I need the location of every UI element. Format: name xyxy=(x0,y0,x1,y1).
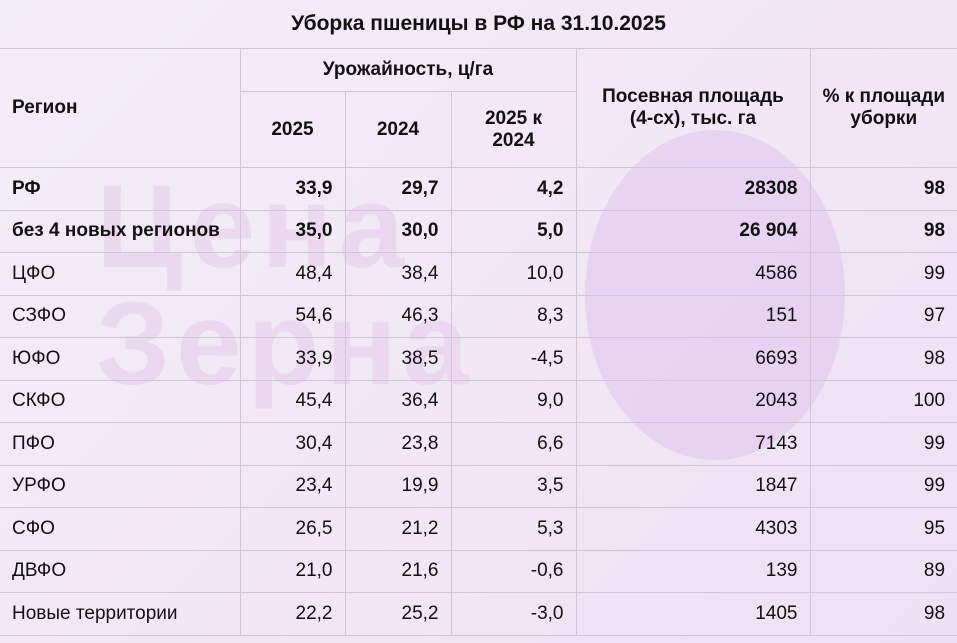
cell-yield-2025: 22,2 xyxy=(239,592,346,636)
cell-area: 4303 xyxy=(575,507,811,551)
cell-yield-diff: 9,0 xyxy=(450,379,577,423)
cell-pct: 97 xyxy=(809,294,957,338)
table-row: СКФО 45,4 36,4 9,0 2043 100 xyxy=(0,379,957,423)
cell-yield-2024: 19,9 xyxy=(344,464,452,508)
cell-region: СЗФО xyxy=(0,294,241,338)
table-row: ДВФО 21,0 21,6 -0,6 139 89 xyxy=(0,549,957,593)
cell-yield-diff: 8,3 xyxy=(450,294,577,338)
cell-area: 1405 xyxy=(575,592,811,636)
cell-area: 4586 xyxy=(575,252,811,296)
cell-yield-2024: 25,2 xyxy=(344,592,452,636)
table-row: ЮФО 33,9 38,5 -4,5 6693 98 xyxy=(0,337,957,381)
cell-area: 26 904 xyxy=(575,209,811,253)
header-region: Регион xyxy=(0,48,241,168)
cell-yield-2024: 30,0 xyxy=(344,209,452,253)
cell-yield-2024: 38,5 xyxy=(344,337,452,381)
cell-pct: 95 xyxy=(809,507,957,551)
cell-yield-2025: 35,0 xyxy=(239,209,346,253)
cell-area: 1847 xyxy=(575,464,811,508)
cell-pct: 99 xyxy=(809,464,957,508)
cell-region: РФ xyxy=(0,167,241,211)
cell-area: 28308 xyxy=(575,167,811,211)
cell-yield-2024: 46,3 xyxy=(344,294,452,338)
cell-yield-2025: 30,4 xyxy=(239,422,346,466)
cell-yield-diff: -3,0 xyxy=(450,592,577,636)
cell-region: ЮФО xyxy=(0,337,241,381)
cell-region: ДВФО xyxy=(0,549,241,593)
cell-region: Новые территории xyxy=(0,592,241,636)
cell-yield-diff: 10,0 xyxy=(450,252,577,296)
header-area: Посевная площадь (4-сх), тыс. га xyxy=(575,48,811,168)
header-2025: 2025 xyxy=(240,91,346,168)
cell-region: СФО xyxy=(0,507,241,551)
cell-yield-2025: 48,4 xyxy=(239,252,346,296)
cell-pct: 89 xyxy=(809,549,957,593)
cell-yield-2025: 23,4 xyxy=(239,464,346,508)
cell-yield-diff: -4,5 xyxy=(450,337,577,381)
header-2024: 2024 xyxy=(344,91,452,168)
cell-pct: 99 xyxy=(809,422,957,466)
cell-area: 139 xyxy=(575,549,811,593)
cell-yield-diff: 5,3 xyxy=(450,507,577,551)
cell-yield-2025: 26,5 xyxy=(239,507,346,551)
cell-pct: 98 xyxy=(809,167,957,211)
cell-region: СКФО xyxy=(0,379,241,423)
cell-yield-diff: -0,6 xyxy=(450,549,577,593)
cell-pct: 99 xyxy=(809,252,957,296)
table-row: без 4 новых регионов 35,0 30,0 5,0 26 904 98 xyxy=(0,209,957,253)
table-title: Уборка пшеницы в РФ на 31.10.2025 xyxy=(0,0,957,49)
cell-yield-2024: 29,7 xyxy=(344,167,452,211)
cell-region: ЦФО xyxy=(0,252,241,296)
cell-yield-diff: 6,6 xyxy=(450,422,577,466)
cell-area: 6693 xyxy=(575,337,811,381)
cell-yield-2024: 21,2 xyxy=(344,507,452,551)
cell-yield-diff: 5,0 xyxy=(450,209,577,253)
cell-pct: 98 xyxy=(809,209,957,253)
cell-yield-2025: 33,9 xyxy=(239,337,346,381)
table-row: Новые территории 22,2 25,2 -3,0 1405 98 xyxy=(0,592,957,636)
cell-area: 151 xyxy=(575,294,811,338)
table-row: СЗФО 54,6 46,3 8,3 151 97 xyxy=(0,294,957,338)
cell-yield-2024: 38,4 xyxy=(344,252,452,296)
header-yield-group: Урожайность, ц/га xyxy=(239,48,577,92)
table-row: СФО 26,5 21,2 5,3 4303 95 xyxy=(0,507,957,551)
table-row: ЦФО 48,4 38,4 10,0 4586 99 xyxy=(0,252,957,296)
header-diff: 2025 к 2024 xyxy=(450,91,576,168)
cell-pct: 98 xyxy=(809,337,957,381)
cell-region: УРФО xyxy=(0,464,241,508)
cell-area: 7143 xyxy=(575,422,811,466)
cell-yield-2025: 33,9 xyxy=(239,167,346,211)
table-row: УРФО 23,4 19,9 3,5 1847 99 xyxy=(0,464,957,508)
cell-region: без 4 новых регионов xyxy=(0,209,241,253)
cell-yield-2024: 23,8 xyxy=(344,422,452,466)
cell-pct: 100 xyxy=(809,379,957,423)
table-row: ПФО 30,4 23,8 6,6 7143 99 xyxy=(0,422,957,466)
cell-yield-2024: 36,4 xyxy=(344,379,452,423)
cell-pct: 98 xyxy=(809,592,957,636)
table-row: РФ 33,9 29,7 4,2 28308 98 xyxy=(0,167,957,211)
cell-area: 2043 xyxy=(575,379,811,423)
header-pct: % к площади уборки xyxy=(809,48,957,168)
cell-yield-diff: 3,5 xyxy=(450,464,577,508)
cell-yield-2025: 54,6 xyxy=(239,294,346,338)
cell-yield-diff: 4,2 xyxy=(450,167,577,211)
cell-region: ПФО xyxy=(0,422,241,466)
cell-yield-2024: 21,6 xyxy=(344,549,452,593)
cell-yield-2025: 45,4 xyxy=(239,379,346,423)
cell-yield-2025: 21,0 xyxy=(239,549,346,593)
